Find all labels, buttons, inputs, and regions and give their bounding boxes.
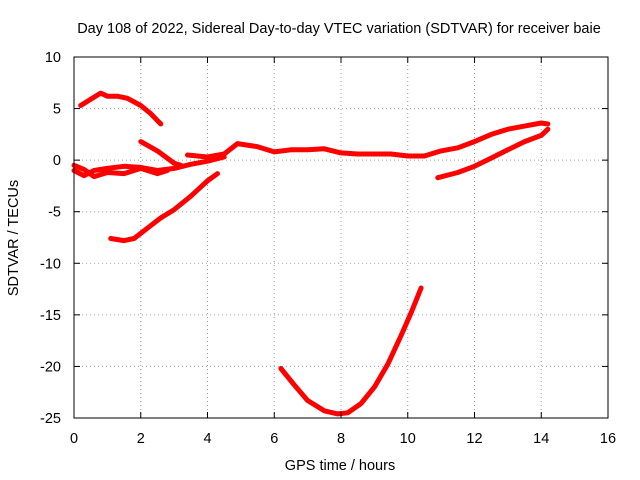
y-tick-label: 0 [53, 153, 61, 169]
chart-title: Day 108 of 2022, Sidereal Day-to-day VTE… [77, 21, 601, 37]
y-tick-label: -20 [40, 359, 61, 375]
x-tick-label: 14 [533, 431, 549, 447]
x-axis-label: GPS time / hours [285, 458, 395, 474]
y-tick-label: -15 [40, 308, 61, 324]
y-tick-label: -10 [40, 256, 61, 272]
axis-ticks [73, 56, 609, 419]
x-tick-label: 16 [600, 431, 616, 447]
tick-labels: 0 2 4 6 8 10 12 14 16 -25 -20 -15 -10 -5 0 5 10 [40, 50, 616, 447]
series-arc-short-drop [138, 139, 184, 168]
x-tick-label: 2 [137, 431, 145, 447]
y-tick-label: 10 [45, 50, 61, 66]
x-tick-label: 6 [270, 431, 278, 447]
series-arc-band-low [71, 162, 170, 180]
y-axis-label: SDTVAR / TECUs [6, 180, 22, 296]
y-tick-label: -5 [48, 205, 61, 221]
series-arc-rising-from-minus8 [108, 171, 220, 244]
x-tick-label: 8 [337, 431, 345, 447]
y-tick-label: 5 [53, 102, 61, 118]
series-arc-high-start [78, 90, 164, 127]
x-tick-label: 4 [203, 431, 211, 447]
series-arc-long-mid [185, 120, 551, 160]
x-tick-label: 12 [466, 431, 482, 447]
series-layer [71, 90, 551, 417]
series-arc-late-rise [435, 126, 551, 181]
grid [74, 57, 608, 418]
x-tick-label: 10 [400, 431, 416, 447]
y-tick-label: -25 [40, 411, 61, 427]
series-arc-u-shape [278, 285, 424, 417]
x-tick-label: 0 [70, 431, 78, 447]
